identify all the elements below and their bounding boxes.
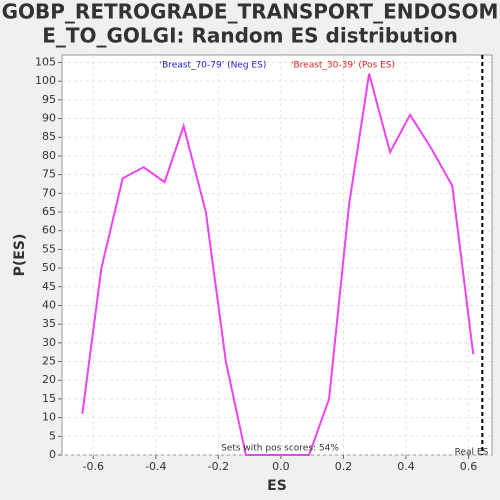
y-tick-label: 90	[42, 112, 56, 125]
real-es-label: Real ES	[455, 448, 489, 458]
x-tick-label: -0.6	[83, 460, 104, 473]
y-tick-label: 0	[49, 448, 56, 461]
x-tick-label: 0.2	[335, 460, 353, 473]
x-tick-label: 0.0	[272, 460, 290, 473]
y-tick-label: 45	[42, 280, 56, 293]
y-tick-label: 40	[42, 298, 56, 311]
chart-title: GOBP_RETROGRADE_TRANSPORT_ENDOSOM	[2, 0, 499, 24]
y-tick-label: 65	[42, 205, 56, 218]
annotation: Sets with pos scores: 54%	[221, 444, 339, 454]
y-tick-label: 5	[49, 429, 56, 442]
y-tick-label: 80	[42, 149, 56, 162]
y-tick-label: 25	[42, 355, 56, 368]
y-tick-label: 35	[42, 317, 56, 330]
x-axis-label: ES	[267, 478, 287, 494]
y-axis-label: P(ES)	[12, 234, 28, 277]
x-tick-label: -0.2	[208, 460, 229, 473]
y-tick-label: 30	[42, 336, 56, 349]
legend-entry: 'Breast_30-39' (Pos ES)	[291, 61, 395, 71]
y-tick-label: 10	[42, 411, 56, 424]
y-tick-label: 55	[42, 242, 56, 255]
y-tick-label: 95	[42, 93, 56, 106]
y-tick-label: 15	[42, 392, 56, 405]
plot-area	[61, 54, 493, 456]
y-tick-label: 75	[42, 168, 56, 181]
x-tick-label: 0.4	[397, 460, 415, 473]
x-tick-label: -0.4	[145, 460, 166, 473]
x-tick-label: 0.6	[460, 460, 478, 473]
y-tick-label: 100	[35, 74, 56, 87]
legend-entry: 'Breast_70-79' (Neg ES)	[160, 61, 267, 71]
chart-title: E_TO_GOLGI: Random ES distribution	[42, 24, 458, 48]
y-tick-label: 60	[42, 224, 56, 237]
data-line	[81, 73, 475, 456]
y-tick-label: 85	[42, 130, 56, 143]
y-tick-label: 20	[42, 373, 56, 386]
y-tick-label: 50	[42, 261, 56, 274]
y-tick-label: 70	[42, 186, 56, 199]
y-tick-label: 105	[35, 55, 56, 68]
